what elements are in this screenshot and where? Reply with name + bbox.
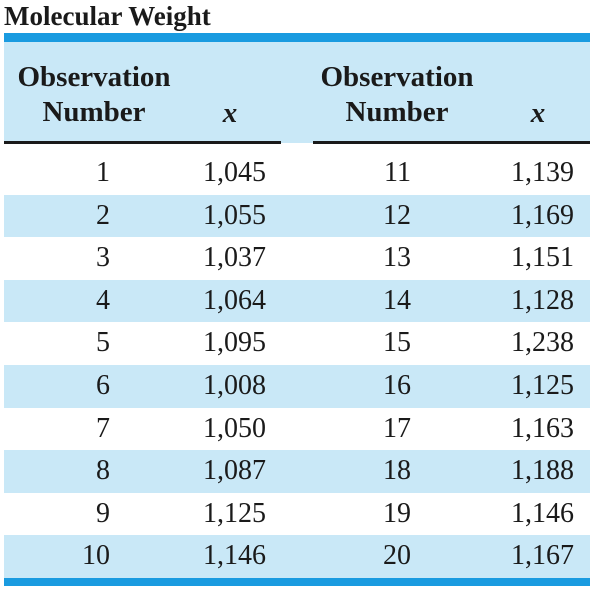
x-value-cell: 1,125 — [511, 369, 574, 401]
observation-number-cell: 16 — [383, 369, 411, 401]
header-left-observation-number: Observation Number — [4, 60, 184, 130]
table-row: 6 1,008 16 1,125 — [4, 364, 590, 408]
x-value-cell: 1,167 — [511, 540, 574, 572]
table-body: 1 1,045 11 1,139 2 1,055 12 1,169 3 1,037 13 1,151 4… — [4, 152, 590, 578]
x-value-cell: 1,087 — [203, 455, 266, 487]
x-value-cell: 1,125 — [203, 497, 266, 529]
x-value-cell: 1,146 — [203, 540, 266, 572]
observation-number-cell: 20 — [383, 540, 411, 572]
header-band — [4, 42, 590, 143]
header-left-observation: Observation — [17, 61, 171, 93]
x-value-cell: 1,163 — [511, 412, 574, 444]
observation-number-cell: 9 — [96, 497, 110, 529]
observation-number-cell: 1 — [96, 157, 110, 188]
table-row: 2 1,055 12 1,169 — [4, 194, 590, 238]
header-rule-left — [4, 141, 281, 144]
x-value-cell: 1,128 — [511, 284, 574, 316]
x-value-cell: 1,188 — [511, 455, 574, 487]
x-value-cell: 1,045 — [203, 157, 266, 188]
observation-number-cell: 11 — [384, 157, 411, 188]
observation-number-cell: 18 — [383, 455, 411, 487]
x-value-cell: 1,095 — [203, 327, 266, 359]
x-value-cell: 1,008 — [203, 369, 266, 401]
observation-number-cell: 13 — [383, 242, 411, 274]
observation-number-cell: 4 — [96, 284, 110, 316]
table-row: 9 1,125 19 1,146 — [4, 493, 590, 536]
x-value-cell: 1,037 — [203, 242, 266, 274]
header-right-x: x — [530, 97, 546, 129]
table-row: 4 1,064 14 1,128 — [4, 279, 590, 323]
header-right-observation: Observation — [320, 61, 474, 93]
observation-number-cell: 17 — [383, 412, 411, 444]
observation-number-cell: 7 — [96, 412, 110, 444]
x-value-cell: 1,238 — [511, 327, 574, 359]
observation-number-cell: 15 — [383, 327, 411, 359]
x-value-cell: 1,146 — [511, 497, 574, 529]
table-row: 3 1,037 13 1,151 — [4, 237, 590, 280]
observation-number-cell: 14 — [383, 284, 411, 316]
table-row: 1 1,045 11 1,139 — [4, 152, 590, 195]
header-left-number: Number — [42, 96, 146, 128]
table-row: 5 1,095 15 1,238 — [4, 322, 590, 365]
x-value-cell: 1,064 — [203, 284, 266, 316]
x-value-cell: 1,139 — [511, 157, 574, 188]
observation-number-cell: 6 — [96, 369, 110, 401]
observation-number-cell: 12 — [383, 199, 411, 231]
top-rule — [4, 33, 590, 42]
header-left-x: x — [222, 97, 238, 129]
header-rule-right — [313, 141, 590, 144]
x-value-cell: 1,055 — [203, 199, 266, 231]
observation-number-cell: 5 — [96, 327, 110, 359]
header-right-observation-number: Observation Number — [307, 60, 487, 130]
table-row: 7 1,050 17 1,163 — [4, 408, 590, 451]
x-value-cell: 1,169 — [511, 199, 574, 231]
table-row: 8 1,087 18 1,188 — [4, 450, 590, 493]
bottom-rule — [4, 578, 590, 586]
observation-number-cell: 10 — [82, 540, 110, 572]
table-title: Molecular Weight — [4, 1, 211, 31]
x-value-cell: 1,050 — [203, 412, 266, 444]
header-right-number: Number — [345, 96, 449, 128]
observation-number-cell: 19 — [383, 497, 411, 529]
x-value-cell: 1,151 — [511, 242, 574, 274]
observation-number-cell: 2 — [96, 199, 110, 231]
table-row: 10 1,146 20 1,167 — [4, 535, 590, 578]
observation-number-cell: 8 — [96, 455, 110, 487]
observation-number-cell: 3 — [96, 242, 110, 274]
